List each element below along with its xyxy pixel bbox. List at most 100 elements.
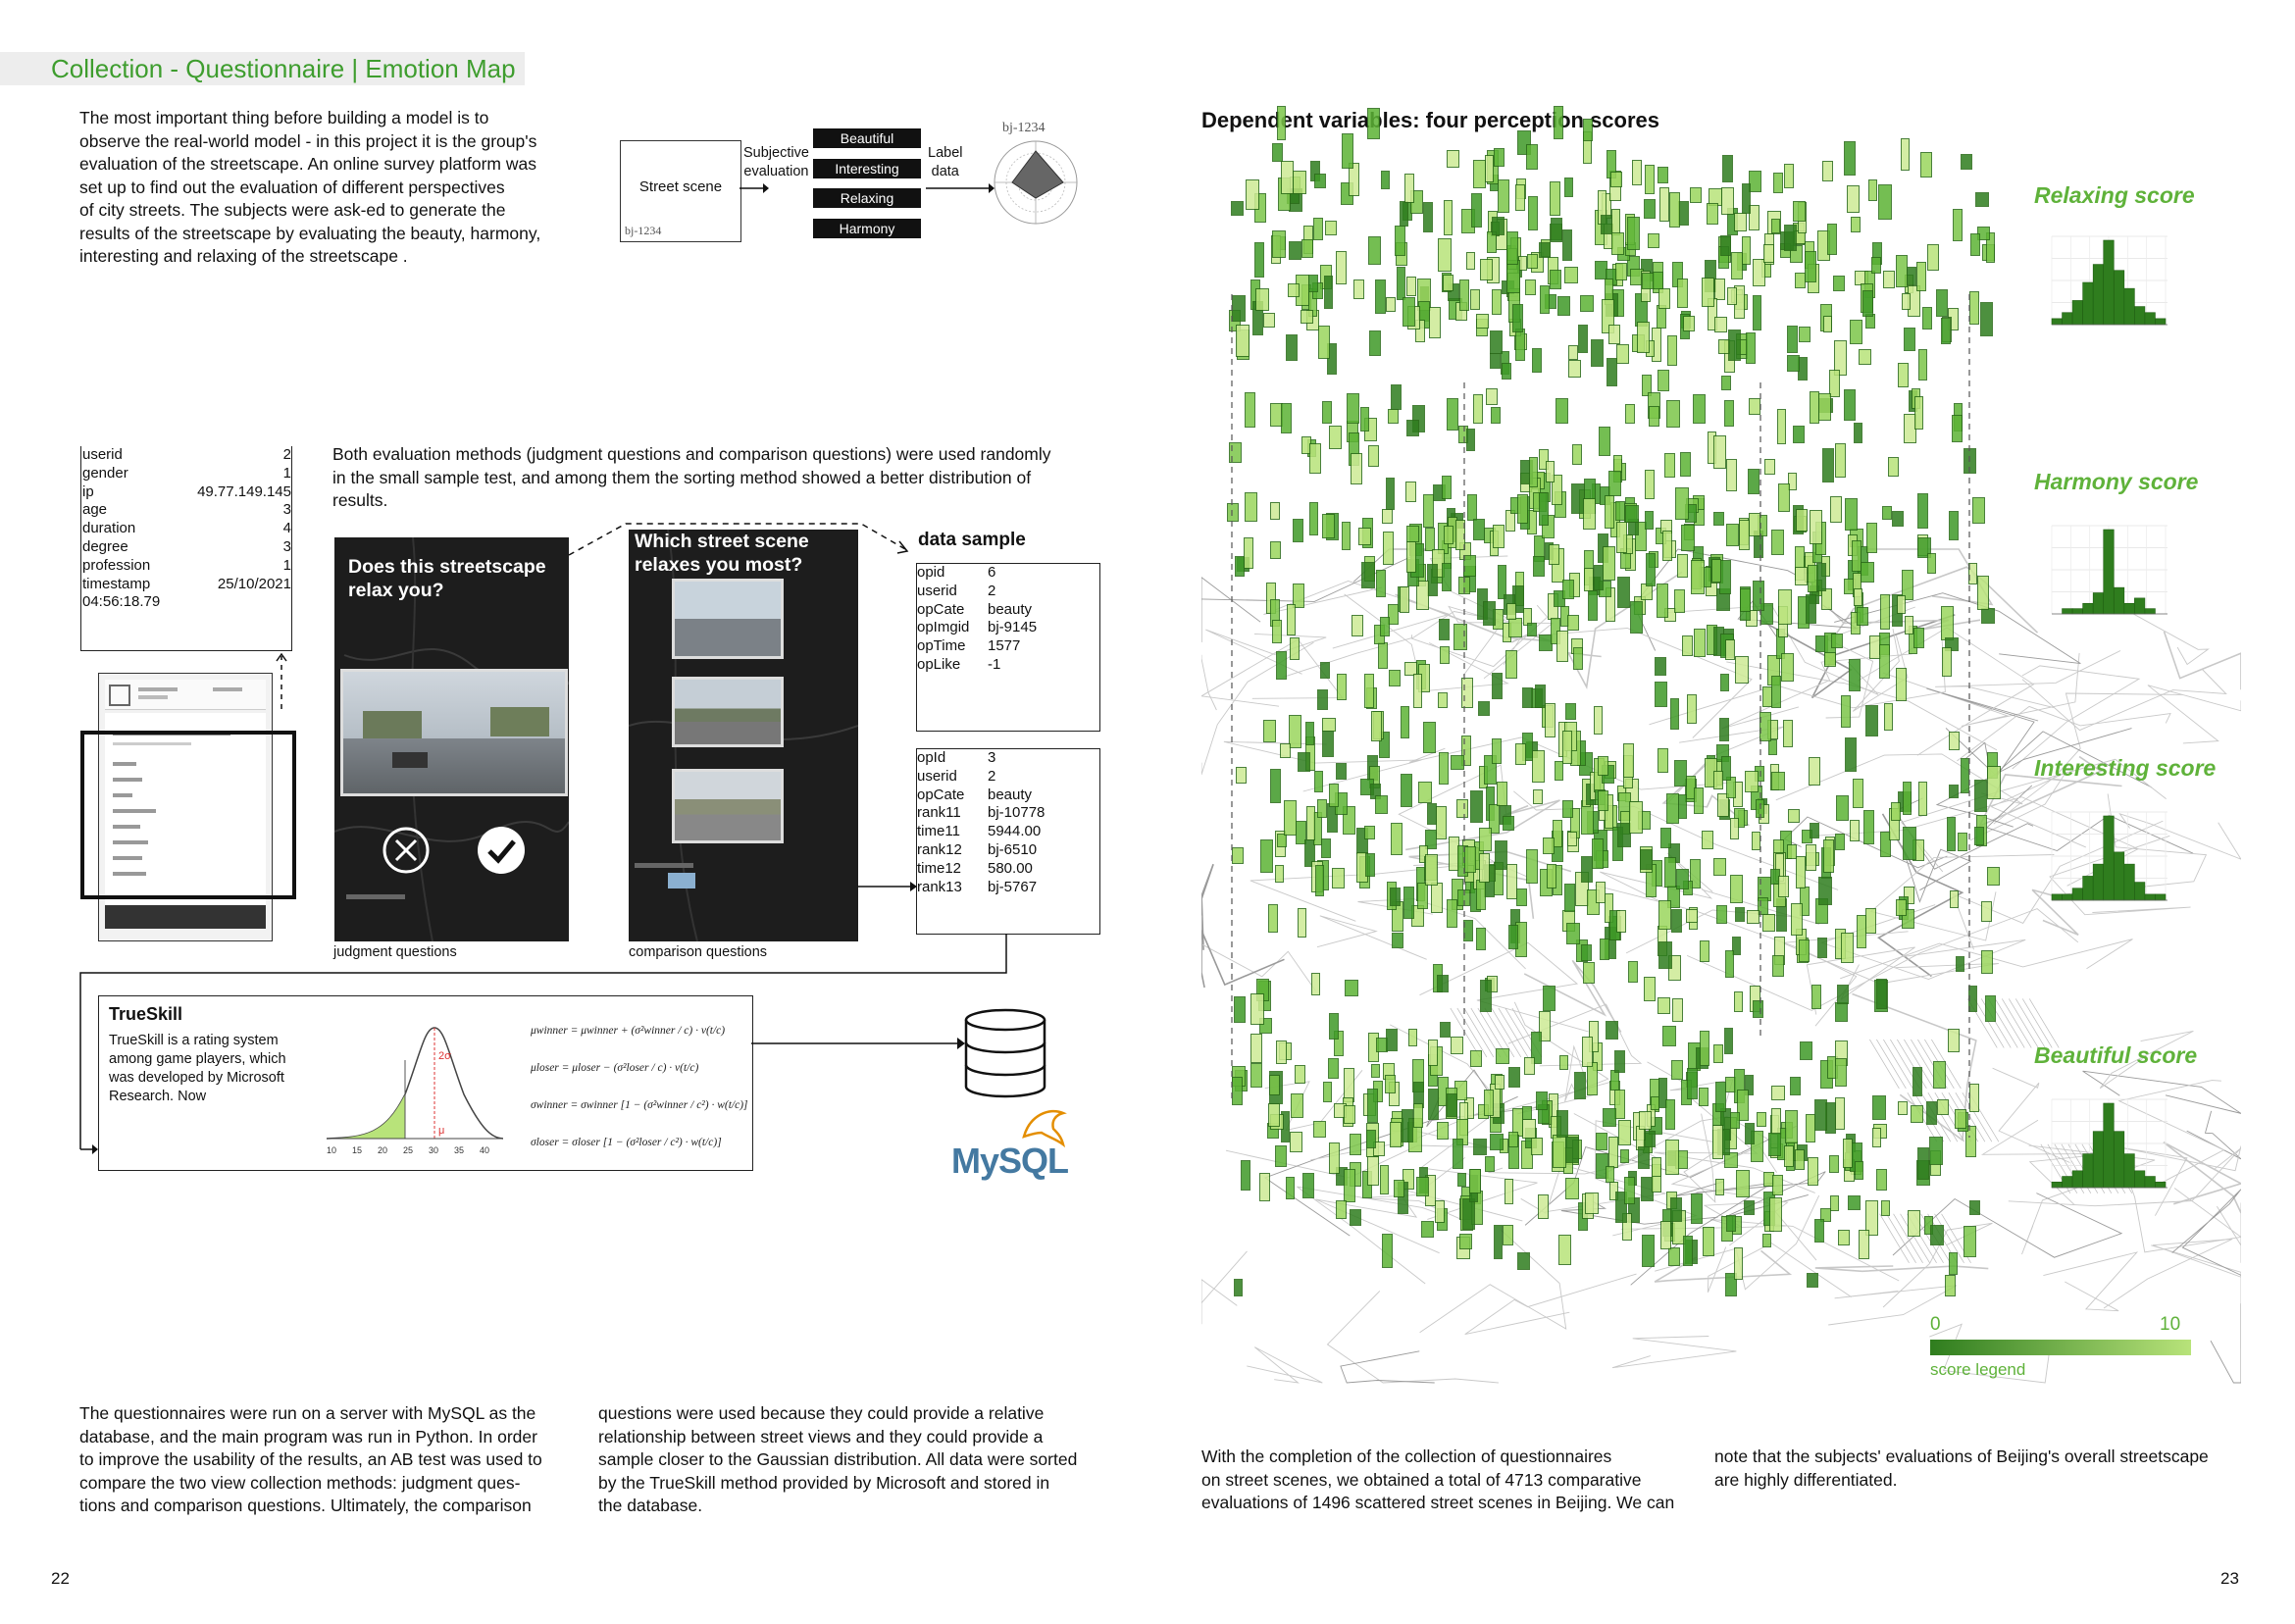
score-bar [1787, 354, 1800, 372]
road-line [1282, 611, 1514, 679]
label-data-line: data [931, 164, 959, 179]
road-line [1201, 930, 1285, 989]
score-bar [1691, 1193, 1703, 1224]
reject-icon[interactable] [382, 826, 431, 875]
score-bar [1949, 1251, 1959, 1276]
accept-icon[interactable] [477, 826, 526, 875]
score-bar [1741, 182, 1751, 215]
road-line [2147, 685, 2241, 744]
road-line [1663, 605, 1879, 695]
road-line [2186, 1110, 2241, 1160]
section-title: Collection - Questionnaire | Emotion Map [51, 54, 516, 83]
score-bar [1551, 218, 1562, 242]
layer-guides [1231, 294, 1970, 1138]
hist-bar [2103, 815, 2115, 901]
data-row: opid 6 [917, 564, 996, 581]
road-line [1882, 652, 2080, 727]
score-bar [1871, 257, 1881, 274]
score-bar [1771, 218, 1781, 233]
score-bar [1435, 1199, 1445, 1224]
formula: σloser = σloser [1 − (σ²loser / c²) · w(… [531, 1137, 722, 1148]
score-bar [1393, 1179, 1405, 1198]
score-bar [1734, 1247, 1744, 1281]
user-record-row: age 3 [82, 501, 291, 519]
road-line [1620, 1218, 1900, 1282]
score-bar [1235, 324, 1250, 357]
data-row: userid 2 [917, 582, 996, 599]
hist-bar [2051, 318, 2063, 326]
hist-bar [2113, 586, 2125, 615]
score-bar [1892, 510, 1905, 527]
score-bar [1458, 1233, 1473, 1249]
score-bar [1323, 276, 1333, 310]
hist-bar [2113, 1131, 2125, 1189]
bottom-left-col1: The questionnaires were run on a server … [79, 1403, 542, 1515]
score-bar [1833, 275, 1845, 291]
score-bar [1703, 1226, 1714, 1257]
score-bar [1615, 344, 1630, 364]
data-sample-title: data sample [918, 530, 1026, 550]
tag-interesting: Interesting [813, 159, 921, 178]
x-tick: 40 [480, 1145, 489, 1155]
beautiful-score-title: Beautiful score [2034, 1042, 2198, 1068]
score-bar [1609, 172, 1622, 187]
score-bar [1844, 140, 1856, 177]
score-bar [1246, 178, 1259, 210]
user-record-row: timestamp 25/10/2021 [82, 575, 291, 592]
road-line [1892, 1193, 2123, 1258]
score-bar [1470, 289, 1481, 311]
score-bar [1234, 1278, 1244, 1296]
road-line [2118, 812, 2241, 860]
score-bar [1486, 388, 1498, 405]
street-photo-option[interactable] [672, 769, 784, 843]
score-bar [1916, 262, 1927, 292]
street-photo-option[interactable] [672, 579, 784, 659]
street-grid-line [1456, 1007, 1488, 1058]
hist-bar [2092, 1131, 2105, 1189]
score-bar [1813, 1219, 1825, 1243]
hist-bar [2103, 529, 2115, 615]
formula: μloser = μloser − (σ²loser / c) · v(t/c) [531, 1062, 699, 1074]
score-bar [1314, 174, 1327, 189]
hist-bar [2062, 312, 2073, 326]
score-bar [1731, 251, 1744, 279]
score-bar [1702, 278, 1715, 308]
judgment-question-screen: Does this streetscape relax you? [334, 537, 569, 941]
judgment-question-title: Does this streetscape relax you? [348, 556, 546, 601]
trueskill-box: TrueSkill TrueSkill is a rating system a… [98, 995, 753, 1171]
hist-bar [2123, 602, 2135, 615]
x-tick: 35 [454, 1145, 464, 1155]
street-grid-line [1893, 1213, 1923, 1264]
score-bar [1415, 1177, 1429, 1197]
score-bar [1514, 184, 1525, 212]
section-title-bar [0, 52, 525, 85]
score-bar [1964, 1225, 1976, 1257]
score-bar [1567, 344, 1579, 361]
street-grid-line [1491, 1007, 1522, 1058]
score-bar [1512, 304, 1524, 333]
score-bar [1489, 353, 1502, 370]
score-bar [1657, 166, 1668, 184]
street-photo-option[interactable] [672, 677, 784, 747]
score-bar [1324, 221, 1337, 236]
score-bar [1858, 1229, 1869, 1259]
methods-line: in the small sample test, and among them… [332, 467, 1032, 487]
legend-max: 10 [2160, 1314, 2181, 1335]
score-bar [1823, 316, 1833, 332]
data-row: opTime 1577 [917, 637, 1021, 655]
score-bar [1367, 107, 1380, 139]
score-bar [1721, 154, 1733, 182]
street-grid-line [1504, 1007, 1536, 1058]
road-line [1926, 687, 2039, 778]
score-bar [1272, 229, 1286, 258]
score-bar [1263, 313, 1276, 328]
survey-header [105, 680, 266, 710]
street-grid-line [1463, 1007, 1495, 1058]
score-bar [1658, 288, 1670, 310]
score-bar [1232, 294, 1246, 322]
road-line [1707, 1243, 1852, 1297]
street-scene-box: Street scene bj-1234 [620, 140, 741, 242]
road-line [2217, 1202, 2241, 1263]
score-bar [1259, 1173, 1270, 1201]
road-line [1201, 654, 1217, 711]
